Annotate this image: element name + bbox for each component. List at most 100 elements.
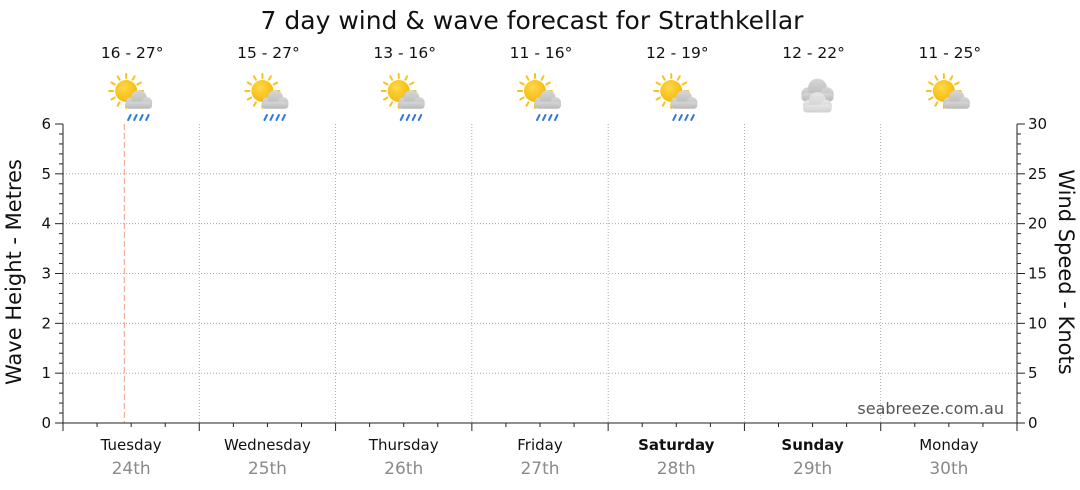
right-tick-label: 5 [1028,364,1038,382]
sun-ray [116,75,121,81]
temperature-range-label: 15 - 27° [237,44,300,62]
sun-ray [934,75,939,81]
sun-ray [382,96,389,101]
sun-ray [525,101,530,107]
day-labels: Tuesday 24th Wednesday 25th Thursday 26th Frid… [100,436,979,479]
left-tick-label: 3 [41,265,51,283]
cloud-base [261,101,289,109]
sun-ray [540,75,545,81]
day-name-label: Thursday [368,436,439,454]
sun-cloud-rain-icon [108,73,153,121]
sun-ray [246,96,253,101]
rain-drop [281,114,286,121]
sun-ray [252,75,257,81]
day-date-label: 28th [657,459,696,479]
day-name-label: Friday [517,436,563,454]
rain-drop [690,114,695,121]
partly-cloudy-icon [925,73,970,109]
sun-ray [246,81,253,86]
sun-ray [525,75,530,81]
temperature-row: 16 - 27° 15 - 27° 13 - 16° 11 - 16° 12 - 19°… [101,44,981,62]
rain-drop [417,114,423,121]
sun-ray [655,81,662,86]
rain-drop [678,114,683,121]
temperature-range-label: 11 - 25° [919,44,982,62]
sun-ray [676,75,681,81]
rain-drop [145,114,150,121]
cloud-base [534,101,562,109]
rain-drop [542,114,547,121]
left-tick-label: 1 [41,364,51,382]
day-name-label: Wednesday [224,436,311,454]
left-tick-label: 4 [41,215,51,233]
right-tick-label: 25 [1028,165,1047,183]
left-tick-label: 6 [41,115,51,133]
right-tick-label: 20 [1028,215,1047,233]
sun-ray [928,81,934,86]
chart-title: 7 day wind & wave forecast for Strathkel… [261,6,805,35]
sun-ray [934,101,939,107]
sun-cloud-rain-icon [380,73,425,121]
sun-ray [136,81,142,86]
cloud-base [398,101,425,109]
sun-ray [949,75,954,81]
sun-ray [681,81,688,86]
rain-drop [536,114,541,121]
temperature-range-label: 11 - 16° [510,44,573,62]
rain-drop [405,114,411,121]
left-tick-label: 5 [41,165,51,183]
sun-cloud-rain-icon [517,73,562,121]
right-axis-ticks: 0 5 10 15 20 25 30 [1017,115,1047,432]
sun-ray [267,75,272,81]
left-tick-label: 2 [41,314,51,332]
left-axis-ticks: 0 1 2 3 4 5 6 [41,115,63,432]
watermark-text: seabreeze.com.au [857,399,1004,418]
cloud-base [670,101,698,109]
rain-drop [672,114,677,121]
right-tick-label: 30 [1028,115,1047,133]
sun-ray [954,81,960,86]
chart-frame [62,124,1018,431]
sun-ray [131,75,136,81]
cloud-base [943,101,970,109]
sun-ray [110,96,116,101]
temperature-range-label: 12 - 22° [782,44,845,62]
sun-ray [545,81,551,86]
day-name-label: Sunday [781,436,844,454]
right-axis-title: Wind Speed - Knots [1054,169,1078,374]
left-axis-title: Wave Height - Metres [2,159,26,385]
cloud-base [125,101,153,109]
day-name-label: Tuesday [100,436,162,454]
sun-ray [404,75,409,81]
sun-ray [389,75,394,81]
day-name-label: Saturday [638,436,715,454]
rain-drop [127,114,132,121]
right-tick-label: 10 [1028,314,1047,332]
cloud-base [802,104,832,113]
sun-ray [252,101,257,107]
rain-drop [411,114,417,121]
rain-drop [684,114,689,121]
rain-drop [548,114,553,121]
sun-ray [519,96,525,101]
sun-cloud-rain-icon [653,73,698,121]
rain-drop [139,114,144,121]
day-date-label: 24th [112,459,151,479]
left-tick-label: 0 [41,414,51,432]
rain-drop [554,114,559,121]
sun-ray [110,81,116,86]
day-date-label: 27th [520,459,559,479]
day-name-label: Monday [919,436,978,454]
right-tick-label: 0 [1028,414,1038,432]
chart-grid [63,124,1017,423]
rain-drop [133,114,138,121]
sun-ray [389,101,394,107]
sun-ray [272,81,279,86]
rain-drop [269,114,274,121]
cloudy-icon [801,78,834,113]
temperature-range-label: 12 - 19° [646,44,709,62]
sun-ray [661,101,666,107]
sun-ray [116,101,121,107]
day-date-label: 26th [384,459,423,479]
